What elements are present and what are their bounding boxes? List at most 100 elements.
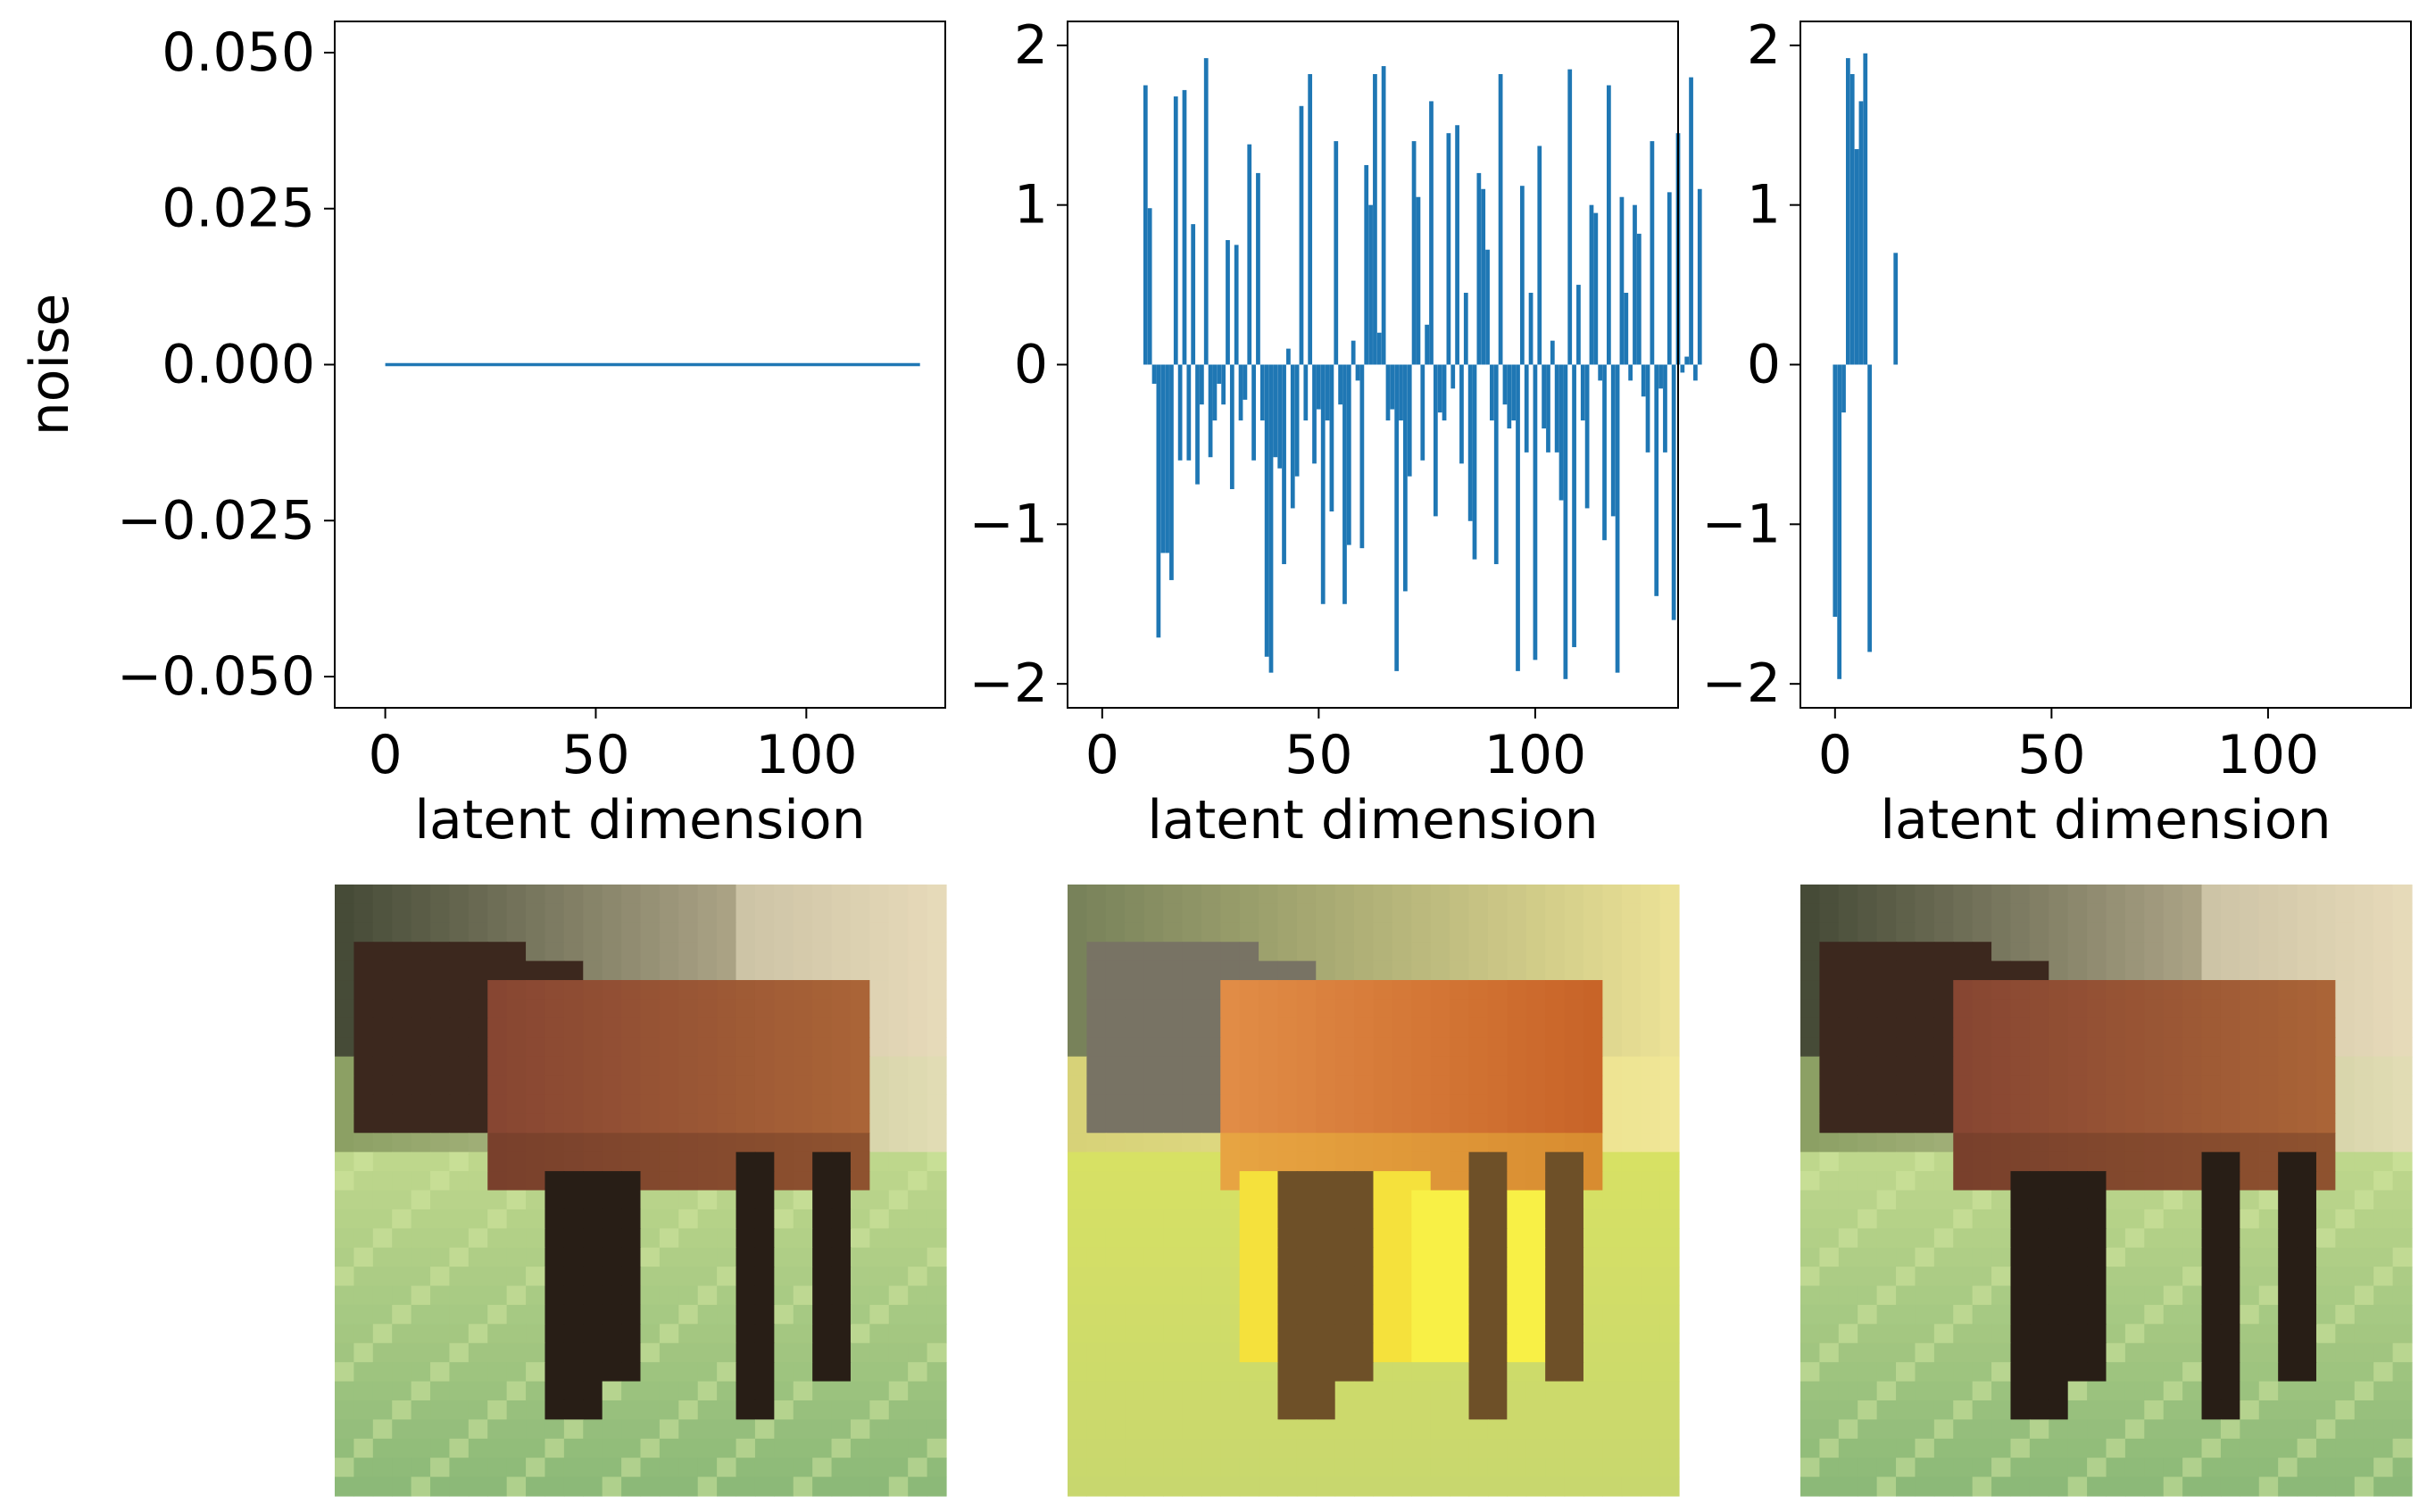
image-pixel <box>392 1400 412 1420</box>
image-pixel <box>831 1304 852 1325</box>
image-pixel <box>1659 922 1680 943</box>
bar <box>1841 364 1846 413</box>
image-pixel <box>468 999 488 1019</box>
image-pixel <box>1201 922 1221 943</box>
image-pixel <box>1182 1037 1202 1058</box>
image-pixel <box>2335 1304 2356 1325</box>
image-pixel <box>1487 1324 1508 1344</box>
image-pixel <box>372 1400 393 1420</box>
image-pixel <box>697 885 718 905</box>
image-pixel <box>487 1209 508 1229</box>
image-pixel <box>2297 1419 2317 1440</box>
image-pixel <box>544 1133 565 1153</box>
image-pixel <box>2144 1209 2165 1229</box>
image-pixel <box>1468 1419 1489 1440</box>
image-pixel <box>1800 1056 1821 1076</box>
image-pixel <box>1468 903 1489 924</box>
image-pixel <box>640 1037 661 1058</box>
image-pixel <box>1468 1381 1489 1401</box>
image-pixel <box>869 960 890 981</box>
image-pixel <box>1507 1094 1527 1115</box>
image-pixel <box>1819 1285 1840 1306</box>
image-pixel <box>1487 1056 1508 1076</box>
image-pixel <box>1182 1190 1202 1210</box>
bar <box>1217 364 1222 384</box>
image-pixel <box>1430 1438 1450 1458</box>
image-pixel <box>1143 1342 1164 1363</box>
image-pixel <box>1468 1113 1489 1134</box>
image-pixel <box>1659 1381 1680 1401</box>
image-pixel <box>2335 1209 2356 1229</box>
image-pixel <box>1953 1458 1974 1478</box>
image-pixel <box>2049 1476 2069 1497</box>
image-pixel <box>1239 980 1259 1001</box>
image-pixel <box>2049 1247 2069 1267</box>
image-pixel <box>812 1304 833 1325</box>
image-pixel <box>1915 1267 1935 1287</box>
image-pixel <box>2087 1304 2107 1325</box>
image-pixel <box>2297 1133 2317 1153</box>
image-pixel <box>1277 1094 1298 1115</box>
image-pixel <box>2067 903 2088 924</box>
image-pixel <box>430 1151 451 1172</box>
image-pixel <box>1430 1285 1450 1306</box>
image-pixel <box>678 1076 699 1096</box>
image-pixel <box>1564 1094 1584 1115</box>
horse-image-zero-noise <box>335 885 947 1497</box>
image-pixel <box>697 1113 718 1134</box>
image-pixel <box>1277 922 1298 943</box>
image-pixel <box>1105 1419 1126 1440</box>
image-pixel <box>1334 960 1355 981</box>
image-pixel <box>2315 885 2336 905</box>
image-pixel <box>1991 903 2012 924</box>
image-pixel <box>2335 1458 2356 1478</box>
image-pixel <box>1487 922 1508 943</box>
image-pixel <box>1182 1076 1202 1096</box>
image-pixel <box>487 1133 508 1153</box>
image-pixel <box>717 1458 737 1478</box>
image-pixel <box>831 1171 852 1192</box>
image-pixel <box>353 942 374 962</box>
image-pixel <box>1972 903 1992 924</box>
image-pixel <box>621 1094 642 1115</box>
image-pixel <box>2182 960 2203 981</box>
image-pixel <box>1933 1324 1954 1344</box>
image-pixel <box>1838 942 1858 962</box>
image-pixel <box>1259 1247 1279 1267</box>
image-pixel <box>1105 1228 1126 1249</box>
image-pixel <box>1239 1076 1259 1096</box>
image-pixel <box>1602 942 1623 962</box>
image-pixel <box>430 1094 451 1115</box>
image-pixel <box>2278 1458 2298 1478</box>
image-pixel <box>1838 1476 1858 1497</box>
image-pixel <box>353 1133 374 1153</box>
image-pixel <box>640 1476 661 1497</box>
image-pixel <box>2049 1037 2069 1058</box>
image-pixel <box>2029 1400 2049 1420</box>
image-pixel <box>468 1209 488 1229</box>
bar <box>1385 364 1391 421</box>
image-pixel <box>1507 1419 1527 1440</box>
image-pixel <box>2144 1190 2165 1210</box>
bar <box>1490 364 1494 421</box>
image-pixel <box>1220 1381 1241 1401</box>
image-pixel <box>2278 1342 2298 1363</box>
image-pixel <box>2373 999 2394 1019</box>
image-pixel <box>1858 1209 1878 1229</box>
image-pixel <box>563 1076 584 1096</box>
image-pixel <box>1468 1133 1489 1153</box>
image-pixel <box>1354 1285 1375 1306</box>
image-pixel <box>1125 1151 1145 1172</box>
image-pixel <box>602 1247 622 1267</box>
image-pixel <box>449 1400 470 1420</box>
image-pixel <box>392 1209 412 1229</box>
image-pixel <box>1430 1133 1450 1153</box>
image-pixel <box>678 903 699 924</box>
image-pixel <box>2258 1228 2279 1249</box>
image-pixel <box>526 885 546 905</box>
image-pixel <box>2124 1438 2145 1458</box>
image-pixel <box>2010 1151 2031 1172</box>
image-pixel <box>372 1247 393 1267</box>
image-pixel <box>1373 942 1393 962</box>
image-pixel <box>1602 1267 1623 1287</box>
